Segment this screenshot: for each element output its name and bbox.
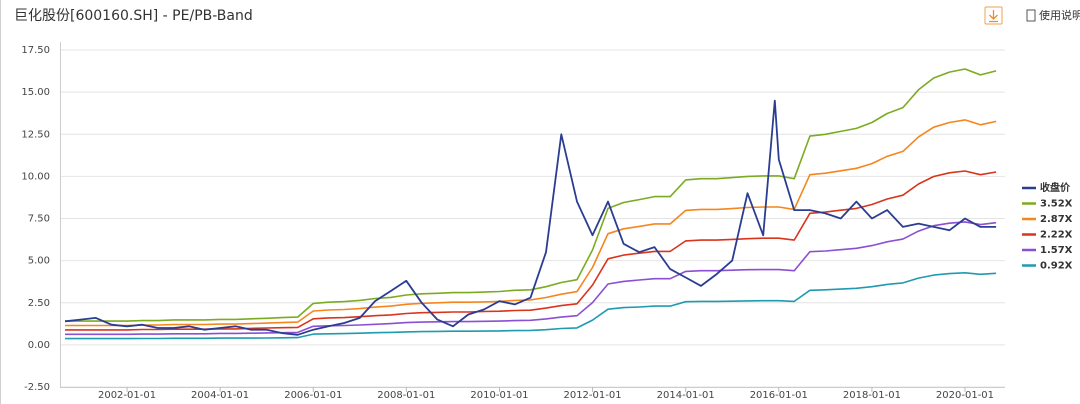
series-line (65, 221, 997, 336)
help-icon (1026, 9, 1036, 22)
y-tick-label: 15.00 (21, 87, 50, 98)
series-line (65, 170, 997, 331)
chart-title: 巨化股份[600160.SH] - PE/PB-Band (14, 8, 253, 24)
y-tick-label: 12.50 (21, 129, 50, 140)
y-tick-label: 5.00 (28, 256, 50, 267)
x-tick-label: 2016-01-01 (750, 390, 808, 401)
y-tick-label: -2.50 (24, 382, 50, 393)
y-tick-label: 10.00 (21, 171, 50, 182)
series-line (65, 272, 997, 340)
x-tick-label: 2012-01-01 (563, 390, 621, 401)
series-line (65, 68, 997, 322)
series-line (65, 119, 997, 327)
legend-label: 收盘价 (1040, 181, 1071, 194)
legend-label: 0.92X (1040, 261, 1073, 272)
legend-label: 3.52X (1040, 199, 1073, 210)
y-tick-label: 7.50 (28, 214, 50, 225)
legend-label: 2.22X (1040, 230, 1073, 241)
y-tick-label: 17.50 (21, 45, 50, 56)
x-tick-label: 2010-01-01 (470, 390, 528, 401)
help-label[interactable]: 使用说明 (1039, 8, 1080, 22)
x-tick-label: 2014-01-01 (657, 390, 715, 401)
y-tick-label: 0.00 (28, 340, 50, 351)
series-line (64, 99, 997, 336)
x-tick-label: 2004-01-01 (191, 390, 249, 401)
x-tick-label: 2020-01-01 (936, 390, 994, 401)
x-tick-label: 2018-01-01 (843, 390, 901, 401)
x-tick-label: 2006-01-01 (284, 390, 342, 401)
x-tick-label: 2008-01-01 (377, 390, 435, 401)
y-tick-label: 2.50 (28, 298, 50, 309)
help-button[interactable]: 使用说明 (1026, 8, 1080, 22)
x-tick-label: 2002-01-01 (98, 390, 156, 401)
download-button[interactable] (984, 6, 1003, 25)
legend-label: 2.87X (1040, 214, 1073, 225)
legend-label: 1.57X (1040, 245, 1073, 256)
download-arrow (989, 10, 998, 23)
